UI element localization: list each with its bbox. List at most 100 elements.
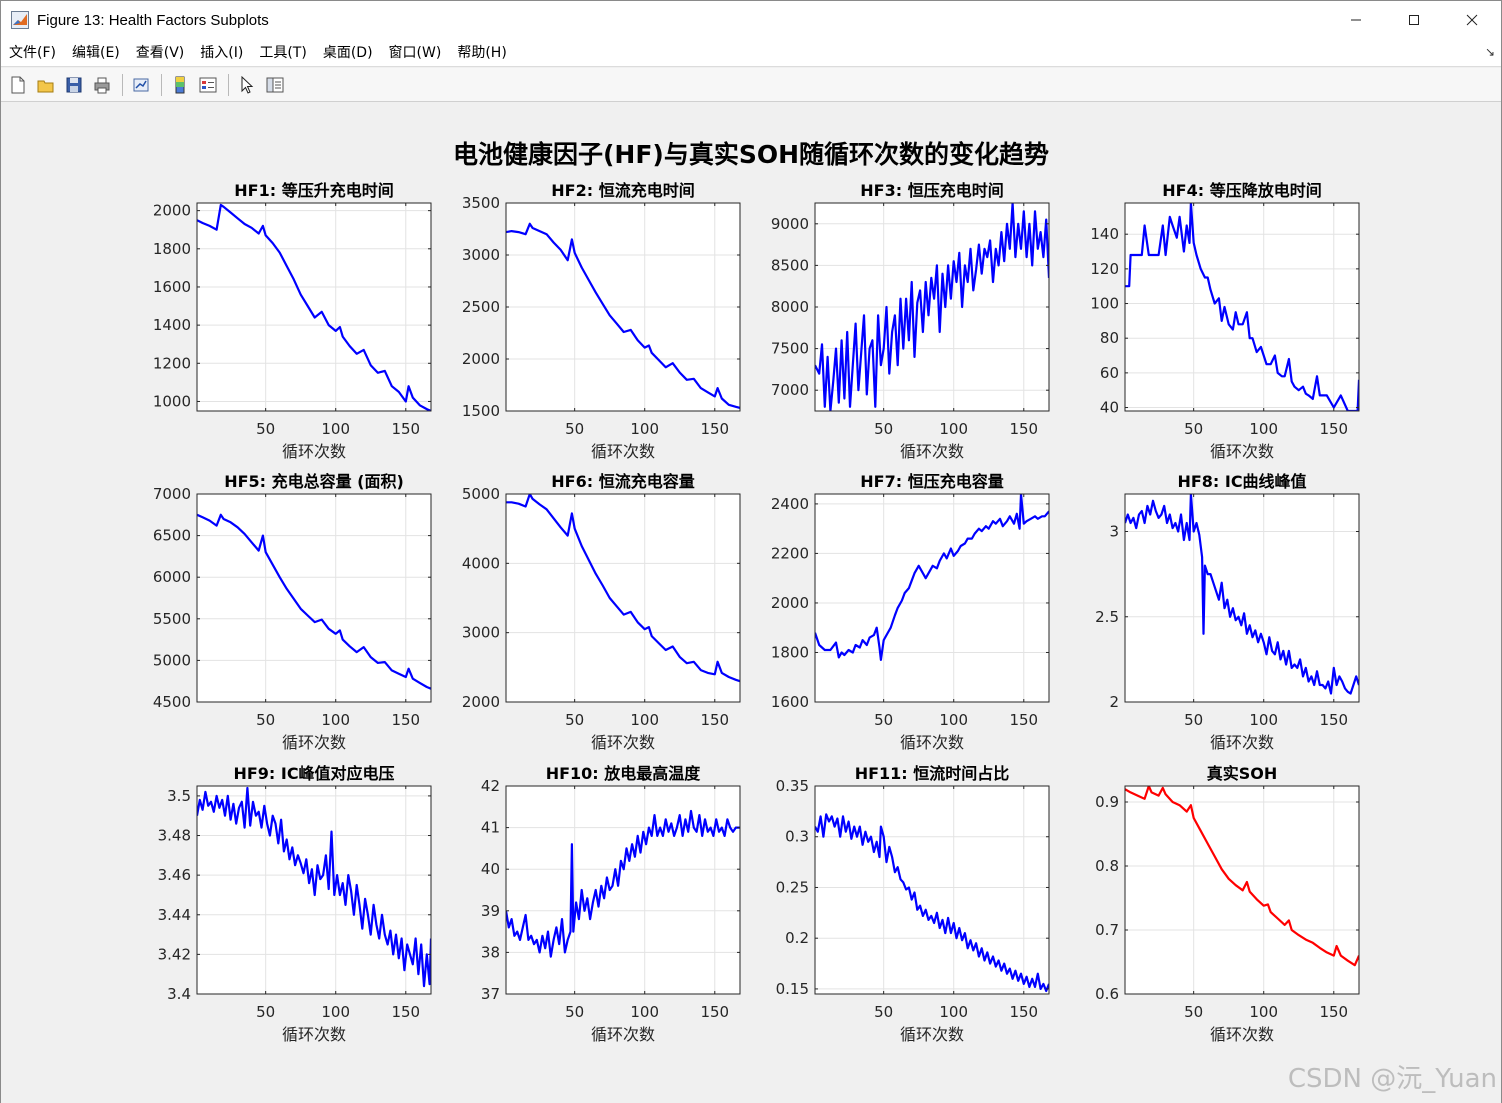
y-tick-label: 140 [1090,225,1119,243]
subplot-3: 50 100 150 7000 7500 8000 8500 9000 HF3: 恒压充电时间循… [771,181,1050,461]
y-tick-label: 100 [1090,295,1119,313]
y-tick-label: 42 [481,777,500,795]
x-axis-label: 循环次数 [900,733,964,752]
y-tick-label: 8500 [771,256,809,274]
menu-insert[interactable]: 插入(I) [200,44,244,61]
axes-box [1124,785,1360,995]
new-figure-button[interactable] [5,72,31,98]
axes-box [1124,202,1360,412]
series-line [506,222,740,409]
x-tick-label: 150 [391,711,420,729]
toolbar-separator [228,73,229,96]
series-line [197,513,431,690]
menu-file[interactable]: 文件(F) [9,44,56,61]
x-tick-label: 150 [700,711,729,729]
minimize-button[interactable] [1327,1,1385,39]
y-tick-label: 0.25 [776,878,809,896]
y-tick-label: 5000 [153,651,191,669]
insert-colorbar-icon [175,76,185,93]
x-tick-label: 50 [874,711,893,729]
series-line [815,813,1049,993]
subplot-title: HF4: 等压降放电时间 [1162,181,1321,200]
y-tick-label: 41 [481,819,500,837]
y-tick-label: 7500 [771,340,809,358]
axes-box [1124,493,1360,703]
y-tick-label: 1600 [771,693,809,711]
menu-tools[interactable]: 工具(T) [259,44,307,61]
subplot-title: HF2: 恒流充电时间 [551,181,694,200]
x-tick-label: 100 [1249,1003,1278,1021]
y-tick-label: 2.5 [1095,608,1119,626]
x-tick-label: 50 [874,1003,893,1021]
subplot-title: HF3: 恒压充电时间 [860,181,1003,200]
plot-area [197,494,431,702]
x-tick-label: 100 [1249,711,1278,729]
y-tick-label: 40 [1100,399,1119,417]
y-tick-label: 0.6 [1095,985,1119,1003]
y-tick-label: 7000 [153,485,191,503]
y-tick-label: 2000 [462,693,500,711]
x-tick-label: 50 [565,1003,584,1021]
minimize-icon [1351,19,1361,21]
x-axis-label: 循环次数 [1210,1025,1274,1044]
y-tick-label: 0.3 [785,828,809,846]
series-line [197,203,431,411]
y-tick-label: 2500 [462,298,500,316]
menu-help[interactable]: 帮助(H) [457,44,507,61]
y-tick-label: 80 [1100,329,1119,347]
x-tick-label: 150 [1319,1003,1348,1021]
x-axis-label: 循环次数 [1210,442,1274,461]
edit-plot-button[interactable] [234,72,260,98]
title-bar[interactable]: Figure 13: Health Factors Subplots [1,1,1501,39]
subplots-figure: 电池健康因子(HF)与真实SOH随循环次数的变化趋势 50 100 150 1000 1… [153,140,1360,1044]
insert-legend-button[interactable] [195,72,221,98]
dock-arrow-icon[interactable]: ↘ [1484,45,1495,59]
menu-desktop[interactable]: 桌面(D) [322,44,373,61]
subplot-11: 50 100 150 0.15 0.2 0.25 0.3 0.35 HF11: 恒流时间占比循环… [776,764,1050,1044]
subplot-5: 50 100 150 4500 5000 5500 6000 6500 7000 HF5: 充电总… [153,472,432,752]
insert-colorbar-button[interactable] [167,72,193,98]
y-tick-label: 7000 [771,381,809,399]
figure-canvas[interactable]: 电池健康因子(HF)与真实SOH随循环次数的变化趋势 50 100 150 1000 1… [1,103,1501,1103]
x-axis-label: 循环次数 [1210,733,1274,752]
y-tick-label: 6500 [153,527,191,545]
x-tick-label: 100 [630,420,659,438]
insert-legend-icon [199,77,217,92]
maximize-icon [1409,15,1419,25]
open-file-icon [37,80,54,92]
open-file-button[interactable] [33,72,59,98]
link-plot-button[interactable] [128,72,154,98]
x-axis-label: 循环次数 [900,1025,964,1044]
subplot-title: HF9: IC峰值对应电压 [233,764,394,783]
close-button[interactable] [1443,1,1501,39]
menu-bar: 文件(F) 编辑(E) 查看(V) 插入(I) 工具(T) 桌面(D) 窗口(W… [1,39,1501,67]
print-icon [94,77,110,93]
print-button[interactable] [89,72,115,98]
save-button[interactable] [61,72,87,98]
y-tick-label: 1800 [771,643,809,661]
x-tick-label: 50 [256,420,275,438]
menu-view[interactable]: 查看(V) [135,44,185,61]
property-inspector-button[interactable] [262,72,288,98]
menu-edit[interactable]: 编辑(E) [71,44,120,61]
x-axis-label: 循环次数 [900,442,964,461]
y-tick-label: 0.9 [1095,793,1119,811]
series-line [197,786,431,988]
subplot-title: HF7: 恒压充电容量 [860,472,1003,491]
menu-window[interactable]: 窗口(W) [388,44,442,61]
figure-suptitle: 电池健康因子(HF)与真实SOH随循环次数的变化趋势 [453,140,1049,169]
x-axis-label: 循环次数 [591,442,655,461]
series-line [506,809,740,958]
axes-box [505,785,741,995]
y-tick-label: 39 [481,902,500,920]
y-tick-label: 3.4 [167,985,191,1003]
series-line [815,203,1049,411]
series-line [1125,786,1359,967]
x-tick-label: 100 [939,1003,968,1021]
maximize-button[interactable] [1385,1,1443,39]
x-tick-label: 150 [391,420,420,438]
subplot-title: HF10: 放电最高温度 [546,764,702,783]
y-tick-label: 0.15 [776,980,809,998]
